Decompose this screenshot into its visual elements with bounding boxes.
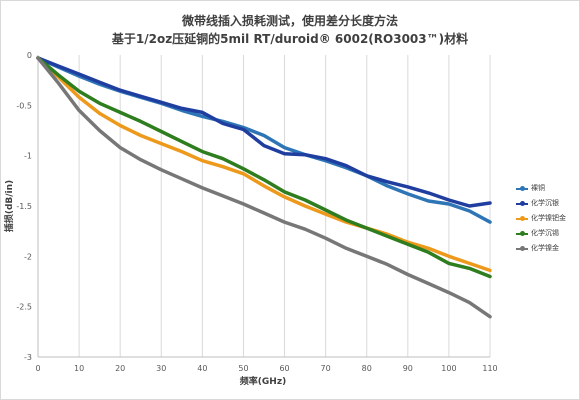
legend-marker-icon — [520, 216, 525, 221]
grid-lines — [78, 55, 491, 357]
legend-marker-icon — [520, 186, 525, 191]
series-line-1 — [36, 56, 492, 208]
y-tick-labels: 0 -0.5 -1 -1.5 -2 -2.5 -3 — [16, 51, 32, 362]
series-line-4 — [36, 56, 492, 319]
series-line-0 — [36, 56, 492, 224]
legend-marker-icon — [520, 231, 525, 236]
chart-subtitle: 基于1/2oz压延铜的5mil RT/duroid® 6002(RO3003™)… — [111, 32, 469, 46]
series-lines — [36, 56, 492, 319]
x-tick-labels: 0 10 20 30 40 50 60 70 80 90 100 110 — [35, 364, 497, 373]
axes — [37, 55, 490, 358]
legend-item: 裸铜 — [516, 181, 580, 196]
legend-marker-icon — [520, 201, 525, 206]
chart-title: 微带线插入损耗测试，使用差分长度方法 — [181, 14, 398, 28]
legend-label: 化学沉锡 — [531, 229, 559, 237]
legend-item: 化学镍钯金 — [516, 211, 580, 226]
x-tick-label: 110 — [482, 364, 497, 373]
x-tick-label: 40 — [197, 364, 207, 373]
series-line-2 — [36, 56, 492, 273]
x-tick-label: 20 — [115, 364, 125, 373]
x-tick-label: 0 — [35, 364, 40, 373]
legend-marker-icon — [520, 246, 525, 251]
x-axis-label: 频率(GHz) — [240, 375, 286, 387]
legend-label: 裸铜 — [531, 184, 545, 192]
series-line-3 — [36, 56, 492, 279]
x-tick-label: 50 — [238, 364, 248, 373]
x-tick-label: 100 — [441, 364, 456, 373]
legend: 裸铜化学沉银化学镍钯金化学沉锡化学镍金 — [516, 181, 580, 256]
y-tick-label: -3 — [24, 353, 32, 362]
y-tick-label: -1.5 — [16, 202, 32, 211]
x-tick-label: 60 — [279, 364, 289, 373]
y-tick-label: -1 — [24, 152, 32, 161]
y-tick-label: -0.5 — [16, 101, 32, 110]
x-tick-label: 30 — [156, 364, 166, 373]
legend-label: 化学镍钯金 — [531, 214, 566, 222]
y-axis-label: 插损(dB/in) — [3, 180, 15, 232]
legend-item: 化学沉银 — [516, 196, 580, 211]
legend-label: 化学镍金 — [531, 244, 559, 252]
legend-label: 化学沉银 — [531, 199, 559, 207]
y-tick-label: -2 — [24, 252, 32, 261]
y-tick-label: 0 — [27, 51, 32, 60]
x-tick-label: 80 — [362, 364, 372, 373]
y-tick-label: -2.5 — [16, 303, 32, 312]
x-tick-label: 10 — [74, 364, 84, 373]
legend-item: 化学镍金 — [516, 241, 580, 256]
legend-item: 化学沉锡 — [516, 226, 580, 241]
x-tick-label: 90 — [403, 364, 413, 373]
x-tick-label: 70 — [321, 364, 331, 373]
